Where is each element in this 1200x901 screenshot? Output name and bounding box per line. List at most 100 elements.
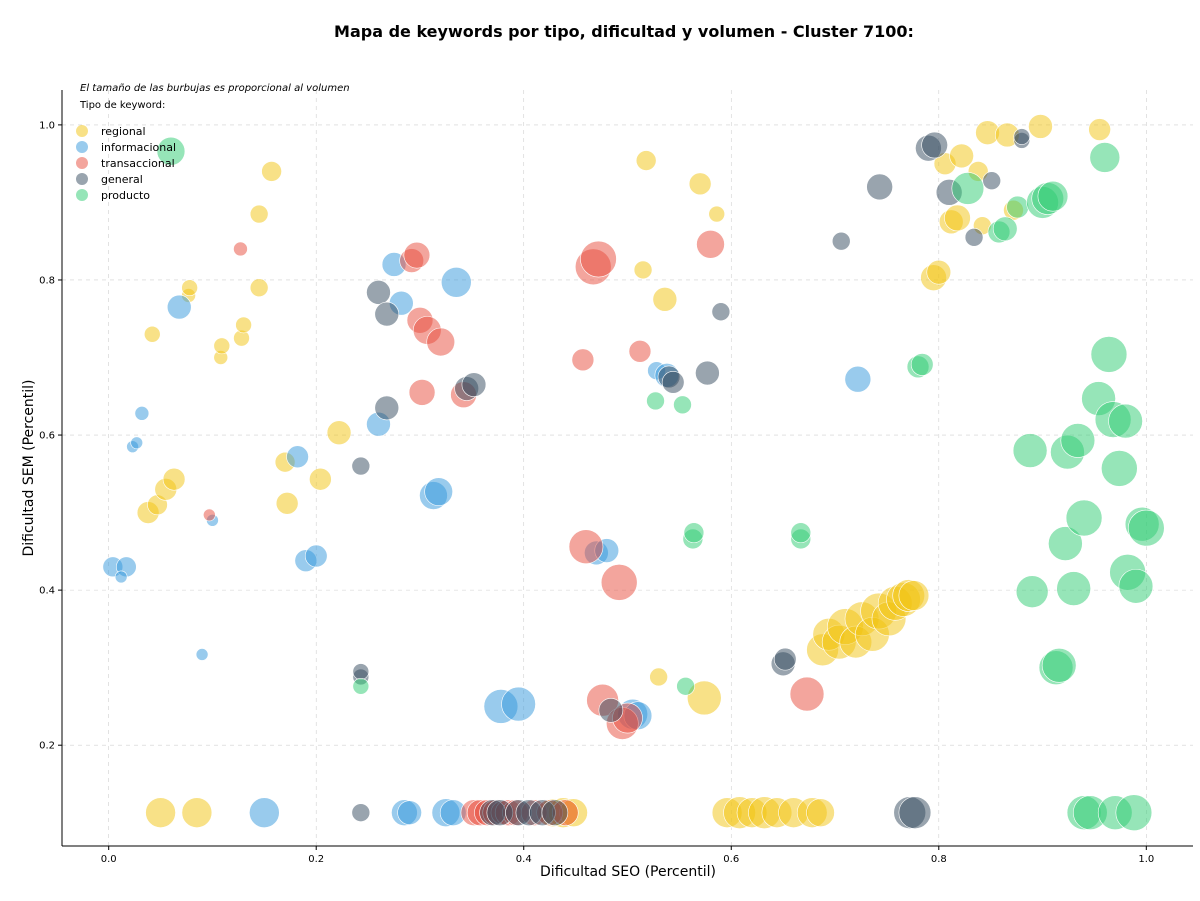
legend-label-regional: regional [101, 125, 146, 138]
bubble-producto [1037, 180, 1069, 212]
bubble-regional [162, 467, 186, 491]
bubble-informacional [844, 365, 872, 393]
bubble-informacional [397, 800, 422, 825]
bubble-informacional [440, 266, 472, 298]
bubble-producto [676, 676, 695, 696]
legend-label-general: general [101, 173, 143, 186]
bubble-producto [1118, 568, 1154, 604]
bubble-general [461, 372, 487, 397]
bubble-informacional [304, 544, 328, 568]
legend-label-informacional: informacional [101, 141, 176, 154]
x-tick-label: 0.0 [101, 854, 117, 865]
y-tick-label: 0.2 [39, 741, 55, 752]
bubble-producto [1012, 433, 1048, 468]
x-tick-label: 0.2 [308, 854, 324, 865]
legend-label-producto: producto [101, 189, 150, 202]
bubble-transaccional [789, 676, 825, 712]
bubble-transaccional [571, 348, 595, 372]
series-producto [156, 136, 1165, 831]
grid [62, 90, 1193, 846]
legend-marker-transaccional [76, 157, 88, 169]
bubble-general [695, 360, 720, 386]
bubble-regional [635, 150, 657, 171]
bubble-regional [1088, 118, 1111, 141]
bubble-producto [910, 353, 934, 376]
bubble-regional [688, 172, 712, 196]
series-transaccional [203, 230, 825, 826]
bubble-general [661, 371, 685, 394]
bubble-regional [145, 797, 176, 828]
legend: Tipo de keyword: regional informacional tr… [76, 100, 176, 202]
bubble-regional [633, 260, 653, 280]
bubble-transaccional [696, 230, 725, 259]
legend-title: Tipo de keyword: [79, 100, 165, 111]
bubble-general [374, 395, 400, 421]
bubble-general [374, 301, 400, 327]
bubble-general [352, 663, 370, 680]
bubble-regional [275, 491, 299, 515]
bubble-regional [235, 316, 252, 334]
bubble-producto [790, 522, 812, 544]
bubble-informacional [195, 648, 209, 661]
bubble-informacional [424, 477, 453, 506]
bubble-producto [1048, 526, 1083, 561]
bubbles [102, 114, 1165, 831]
bubble-general [898, 796, 932, 829]
bubble-producto [1060, 423, 1096, 458]
bubble-general [921, 131, 948, 159]
bubble-regional [708, 205, 726, 223]
bubble-general [773, 647, 797, 671]
bubble-producto [1090, 336, 1128, 373]
bubble-producto [352, 677, 370, 695]
series-regional [136, 114, 1111, 829]
bubble-transaccional [403, 241, 431, 269]
bubble-general [711, 302, 731, 322]
bubble-regional [806, 798, 835, 827]
bubble-transaccional [426, 327, 456, 357]
bubble-regional [249, 278, 269, 298]
legend-marker-informacional [76, 141, 88, 153]
bubble-transaccional [568, 529, 604, 565]
bubble-informacional [501, 686, 536, 722]
bubble-general [541, 799, 569, 826]
legend-marker-regional [76, 125, 88, 137]
bubble-regional [944, 204, 971, 232]
bubble-regional [649, 667, 668, 687]
bubble-transaccional [580, 240, 617, 278]
series-general [351, 128, 1031, 829]
bubble-producto [1101, 450, 1138, 487]
bubble-producto [683, 522, 705, 544]
y-tick-label: 1.0 [39, 120, 55, 131]
bubble-producto [1041, 648, 1077, 683]
y-axis-label: Dificultad SEM (Percentil) [21, 380, 37, 557]
bubble-informacional [286, 445, 309, 469]
x-tick-label: 0.6 [723, 854, 739, 865]
bubble-general [964, 228, 984, 247]
bubble-regional [181, 279, 198, 297]
bubble-producto [1015, 575, 1049, 608]
bubble-producto [646, 391, 665, 411]
bubble-informacional [130, 436, 144, 450]
axis-ticks: 0.0 0.2 0.4 0.6 0.8 1.0 0.2 0.4 0.6 0.8 1.0 [39, 120, 1154, 865]
bubble-producto [1128, 509, 1165, 547]
bubble-producto [1006, 195, 1029, 219]
x-tick-label: 0.8 [931, 854, 947, 865]
bubble-general [351, 456, 371, 476]
bubble-regional [686, 680, 722, 716]
bubble-informacional [134, 406, 150, 421]
bubble-regional [309, 467, 332, 491]
bubble-informacional [114, 570, 128, 584]
bubble-general [866, 173, 893, 201]
legend-label-transaccional: transaccional [101, 157, 175, 170]
bubble-regional [181, 797, 213, 828]
bubble-transaccional [628, 340, 652, 363]
bubble-producto [673, 395, 692, 415]
x-tick-label: 0.4 [516, 854, 532, 865]
bubble-regional [926, 259, 952, 285]
legend-marker-general [76, 173, 88, 185]
bubble-transaccional [233, 241, 248, 257]
legend-marker-producto [76, 189, 88, 201]
bubble-transaccional [600, 564, 638, 601]
